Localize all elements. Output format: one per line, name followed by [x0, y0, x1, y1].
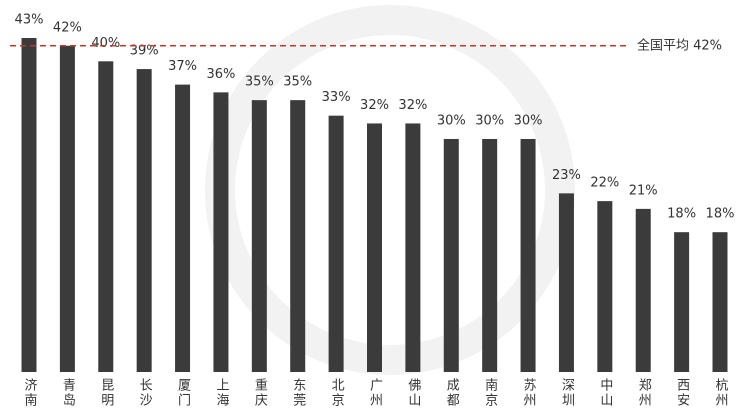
value-label: 43%	[15, 13, 44, 28]
bar	[367, 123, 382, 372]
value-label: 33%	[322, 90, 351, 105]
value-label: 40%	[91, 36, 120, 51]
value-label: 30%	[475, 113, 504, 128]
bar	[674, 232, 690, 372]
bar	[251, 100, 267, 373]
bar	[328, 115, 344, 373]
bar	[635, 208, 651, 372]
category-label: 东莞	[290, 378, 306, 408]
category-label: 厦门	[175, 378, 191, 408]
category-label: 上海	[213, 378, 229, 408]
value-label: 39%	[130, 44, 159, 59]
category-label: 杭州	[713, 378, 729, 408]
category-label: 深圳	[559, 378, 575, 408]
value-label: 30%	[514, 113, 543, 128]
category-label: 南京	[482, 377, 498, 408]
category-label: 郑州	[636, 378, 652, 408]
bar	[59, 45, 75, 372]
value-label: 18%	[667, 207, 696, 222]
bar	[712, 232, 728, 372]
category-label: 重庆	[252, 377, 268, 408]
bar	[520, 138, 536, 372]
value-label: 21%	[629, 183, 658, 198]
bar	[21, 38, 37, 372]
value-label: 23%	[552, 168, 581, 183]
category-label: 佛山	[405, 378, 421, 408]
value-label: 22%	[590, 176, 619, 191]
bar	[213, 92, 229, 372]
bar	[175, 84, 191, 373]
value-label: 35%	[283, 75, 312, 90]
watermark	[205, 5, 575, 375]
category-label: 苏州	[521, 377, 537, 408]
category-label: 昆明	[98, 378, 113, 408]
value-label: 42%	[53, 20, 82, 35]
bar	[558, 193, 574, 372]
category-label: 长沙	[137, 378, 153, 408]
category-label: 西安	[674, 378, 690, 408]
average-label: 全国平均 42%	[637, 37, 722, 53]
category-label: 济南	[22, 378, 38, 408]
value-label: 36%	[206, 67, 235, 82]
category-label: 中山	[597, 378, 612, 408]
value-label: 30%	[437, 113, 466, 128]
category-label: 广州	[367, 378, 383, 408]
value-label: 35%	[245, 75, 274, 90]
category-label: 北京	[329, 378, 345, 408]
bar	[405, 123, 421, 372]
bar	[597, 201, 613, 372]
bar	[98, 61, 114, 372]
value-label: 18%	[706, 207, 735, 222]
category-label: 成都	[444, 378, 460, 408]
bar	[290, 100, 306, 373]
bar	[136, 69, 152, 373]
value-label: 32%	[398, 98, 427, 113]
category-label: 青岛	[60, 378, 76, 408]
bar	[443, 138, 459, 372]
value-label: 37%	[168, 59, 197, 74]
value-label: 32%	[360, 98, 389, 113]
bar	[482, 138, 498, 372]
